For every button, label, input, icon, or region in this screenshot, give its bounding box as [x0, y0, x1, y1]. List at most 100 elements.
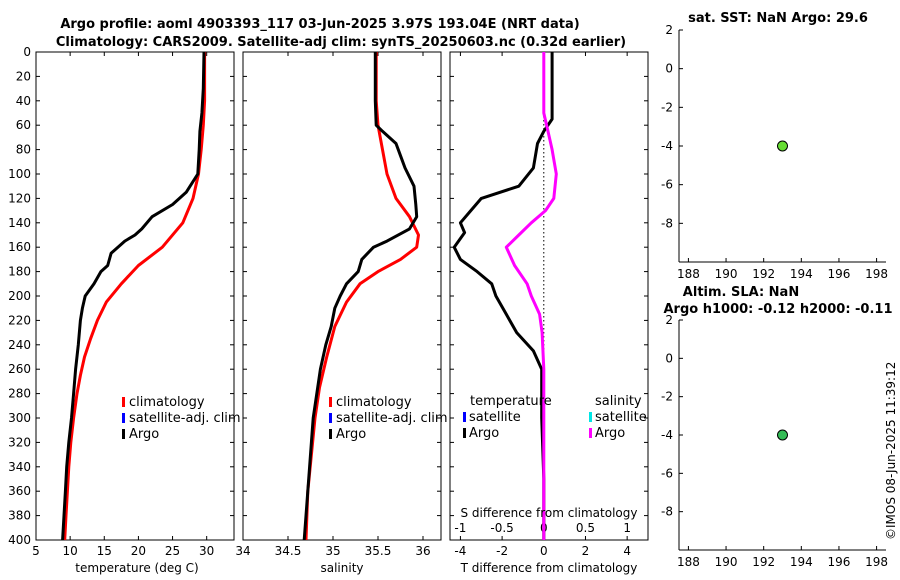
x-tick-label: -4	[454, 544, 466, 558]
salinity-x-axis: 34 34.5 35 35.5 36	[235, 52, 431, 558]
legend-satellite-label: satellite-adj. clim	[336, 411, 448, 426]
y-tick-label: -8	[661, 216, 673, 230]
salinity-series	[243, 51, 441, 541]
depth-tick-label: 180	[8, 265, 31, 279]
legend-temperature-title: temperature	[470, 394, 552, 409]
legend-t-satellite-label: satellite	[469, 410, 521, 425]
sst-points	[777, 140, 788, 152]
x-tick-label: 30	[199, 544, 214, 558]
depth-tick-label: 400	[8, 533, 31, 547]
series-line-climatology	[304, 52, 420, 541]
salinity-axes-box	[242, 51, 442, 541]
x-tick-label: 34.5	[275, 544, 302, 558]
y-tick-label: 0	[665, 62, 673, 76]
x-tick-label: 190	[715, 267, 738, 281]
y-tick-label: -6	[661, 466, 673, 480]
legend-argo-label: Argo	[336, 427, 366, 442]
depth-tick-label: 20	[16, 69, 31, 83]
legend-satellite-swatch	[329, 413, 332, 423]
depth-tick-label: 200	[8, 289, 31, 303]
x-tick-label: 34	[235, 544, 250, 558]
x-tick-label: 192	[752, 267, 775, 281]
legend-argo-swatch	[122, 429, 125, 439]
temperature-diff-line	[452, 52, 554, 540]
x-tick-label: 192	[752, 555, 775, 569]
depth-tick-label: 0	[23, 45, 31, 59]
x-tick-label: 194	[790, 555, 813, 569]
salinity-xlabel: salinity	[320, 561, 363, 575]
y-tick-label: -4	[661, 428, 673, 442]
y-tick-label: -6	[661, 178, 673, 192]
x-tick-label: 188	[677, 267, 700, 281]
depth-tick-label: 40	[16, 94, 31, 108]
sst-panel: 188 190 192 194 196 198 2 0 -2 -4 -6 -8	[661, 23, 888, 281]
depth-axis: 0 20 40 60 80 100 120 140 160 180 200 220 240 260 280 3…	[8, 45, 31, 547]
depth-tick-label: 60	[16, 118, 31, 132]
y-tick-label: 0	[665, 351, 673, 365]
s-diff-tick-label: -0.5	[490, 521, 513, 535]
legend-s-argo-swatch	[589, 428, 592, 438]
x-tick-label: 190	[715, 555, 738, 569]
x-tick-label: 188	[677, 555, 700, 569]
salinity-legend: climatology satellite-adj. clim Argo	[329, 395, 448, 442]
legend-argo-swatch	[329, 429, 332, 439]
t-diff-xlabel: T difference from climatology	[460, 561, 638, 575]
depth-tick-label: 340	[8, 460, 31, 474]
series-line-argo	[61, 51, 206, 541]
x-tick-label: 2	[582, 544, 590, 558]
x-tick-label: 35	[325, 544, 340, 558]
depth-tick-label: 100	[8, 167, 31, 181]
legend-t-argo-swatch	[463, 428, 466, 438]
legend-climatology-swatch	[122, 397, 125, 407]
difference-legend: temperature satellite Argo salinity sate…	[463, 394, 647, 441]
legend-climatology-label: climatology	[336, 395, 412, 410]
legend-s-satellite-label: satellite	[595, 410, 647, 425]
s-diff-tick-label: -1	[454, 521, 466, 535]
y-tick-label: -2	[661, 390, 673, 404]
legend-climatology-swatch	[329, 397, 332, 407]
s-diff-tick-label: 1	[623, 521, 631, 535]
x-tick-label: 35.5	[365, 544, 392, 558]
x-tick-label: 15	[97, 544, 112, 558]
depth-tick-label: 160	[8, 240, 31, 254]
depth-tick-label: 120	[8, 191, 31, 205]
depth-tick-label: 220	[8, 313, 31, 327]
x-tick-label: 4	[623, 544, 631, 558]
y-tick-label: -2	[661, 100, 673, 114]
legend-climatology-label: climatology	[129, 395, 205, 410]
temperature-x-axis: 5 10 15 20 25 30	[32, 52, 214, 558]
sst-axes-ticks: 188 190 192 194 196 198 2 0 -2 -4 -6 -8	[661, 23, 888, 281]
y-tick-label: 2	[665, 313, 673, 327]
figure-title-line2: Climatology: CARS2009. Satellite-adj cli…	[56, 35, 626, 50]
s-diff-xlabel: S difference from climatology	[461, 506, 638, 520]
difference-series	[450, 51, 648, 541]
x-tick-label: 5	[32, 544, 40, 558]
salinity-diff-line	[504, 52, 558, 540]
x-tick-label: 20	[131, 544, 146, 558]
y-tick-label: 2	[665, 23, 673, 37]
depth-tick-label: 280	[8, 387, 31, 401]
figure-title-line1: Argo profile: aoml 4903393_117 03-Jun-20…	[60, 17, 579, 32]
legend-t-argo-label: Argo	[469, 426, 499, 441]
x-tick-label: 198	[865, 267, 888, 281]
x-tick-label: 198	[865, 555, 888, 569]
x-tick-label: 0	[540, 544, 548, 558]
depth-tick-label: 300	[8, 411, 31, 425]
legend-s-satellite-swatch	[589, 412, 592, 422]
temperature-xlabel: temperature (deg C)	[75, 561, 198, 575]
legend-t-satellite-swatch	[463, 412, 466, 422]
legend-satellite-swatch	[122, 413, 125, 423]
depth-tick-label: 260	[8, 362, 31, 376]
temperature-legend: climatology satellite-adj. clim Argo	[122, 395, 241, 442]
sst-panel-title: sat. SST: NaN Argo: 29.6	[688, 11, 868, 26]
x-tick-label: 25	[165, 544, 180, 558]
sla-panel-title-line1: Altim. SLA: NaN	[683, 285, 799, 300]
sla-panel-title-line2: Argo h1000: -0.12 h2000: -0.11	[663, 302, 892, 317]
sla-points	[777, 429, 788, 441]
temperature-series	[36, 51, 234, 541]
depth-tick-label: 380	[8, 509, 31, 523]
series-line-argo	[302, 52, 419, 541]
x-tick-label: 10	[62, 544, 77, 558]
